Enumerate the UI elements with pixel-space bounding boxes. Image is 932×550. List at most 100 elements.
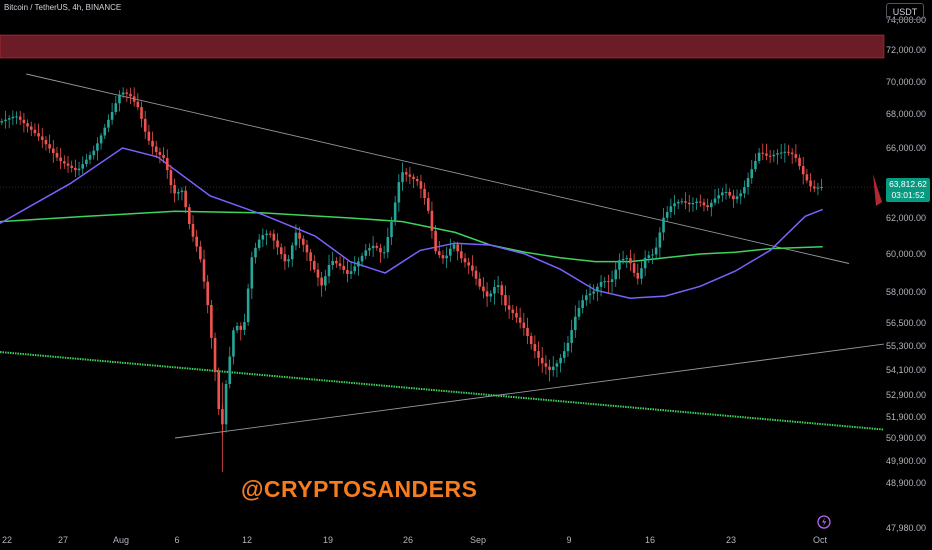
candle <box>176 188 180 201</box>
candle <box>169 165 173 194</box>
candle-body <box>794 154 798 158</box>
candle <box>368 243 371 257</box>
candle <box>489 290 493 303</box>
candle-body <box>695 201 698 204</box>
candle <box>754 153 757 173</box>
candle-body <box>294 232 298 246</box>
currency-badge[interactable]: USDT <box>886 3 924 20</box>
candle <box>474 265 478 286</box>
candle <box>482 277 485 299</box>
candle-body <box>158 151 162 155</box>
candle-body <box>390 221 393 238</box>
price-tick-label: 55,300.00 <box>886 341 926 351</box>
candle-body <box>143 118 147 132</box>
candle-body <box>415 178 419 182</box>
candle <box>118 90 121 112</box>
candle <box>643 250 647 277</box>
candle <box>717 188 720 204</box>
candle <box>243 313 246 336</box>
candle-body <box>309 252 312 262</box>
candle-body <box>140 107 143 119</box>
candle-body <box>551 366 555 370</box>
candle <box>518 307 522 329</box>
candle <box>357 257 360 276</box>
candle <box>629 249 632 272</box>
candle-body <box>713 198 717 203</box>
candle-body <box>805 174 809 181</box>
candle <box>77 161 81 176</box>
candle <box>449 238 452 262</box>
candle <box>301 235 305 252</box>
candle-body <box>129 93 132 97</box>
candle <box>566 335 570 357</box>
candle-body <box>812 186 816 189</box>
candle-body <box>643 257 647 269</box>
candle-body <box>511 309 515 314</box>
candle <box>684 192 687 210</box>
candle-body <box>687 202 691 205</box>
candle <box>132 87 136 107</box>
candle-body <box>63 161 66 164</box>
candle <box>283 246 287 271</box>
candle-body <box>250 257 254 289</box>
candle-body <box>478 278 482 287</box>
candle <box>217 367 221 416</box>
candle <box>331 251 334 270</box>
candle <box>706 198 709 211</box>
time-tick-label: 16 <box>645 535 655 545</box>
candle-body <box>70 165 73 168</box>
candle-body <box>206 281 209 306</box>
candle-body <box>423 188 426 199</box>
candle <box>324 269 327 291</box>
candle <box>213 332 217 382</box>
candle-body <box>625 258 629 260</box>
candle-body <box>504 295 507 306</box>
candle <box>820 178 823 191</box>
candle <box>103 123 107 140</box>
candle <box>493 279 496 305</box>
candle-body <box>515 313 518 318</box>
candle-body <box>651 254 654 256</box>
candle-body <box>437 251 441 256</box>
candle <box>338 256 342 270</box>
candle <box>261 228 265 247</box>
candle-body <box>577 308 581 317</box>
candle <box>180 187 184 201</box>
candle-body <box>195 236 198 247</box>
candle <box>287 254 290 268</box>
candle-body <box>441 255 445 259</box>
candle <box>794 144 798 163</box>
candle-body <box>614 269 618 280</box>
candle-body <box>246 288 250 323</box>
candle <box>26 119 29 133</box>
replay-icon[interactable] <box>817 515 831 529</box>
candle <box>559 354 562 373</box>
candle-body <box>162 154 165 158</box>
candle <box>515 306 518 323</box>
candle-body <box>386 237 390 253</box>
candle <box>129 87 132 105</box>
time-tick-label: Oct <box>813 535 828 545</box>
candle-body <box>313 261 316 270</box>
candle-body <box>654 247 658 255</box>
candle-body <box>338 263 342 266</box>
candle <box>335 256 338 268</box>
candle <box>276 233 279 255</box>
candle <box>776 149 779 165</box>
candle-body <box>199 246 202 260</box>
candle <box>268 230 272 238</box>
price-tick-label: 68,000.00 <box>886 109 926 119</box>
candle <box>147 124 151 145</box>
candle <box>471 255 474 277</box>
candle <box>173 178 176 203</box>
candle-body <box>92 150 96 156</box>
candle-body <box>717 195 720 199</box>
candle <box>783 143 787 163</box>
candle-body <box>103 127 107 136</box>
candle-body <box>669 206 673 212</box>
candle-body <box>493 287 496 294</box>
candle-body <box>44 139 48 145</box>
candle <box>99 132 103 150</box>
candle-body <box>243 322 246 330</box>
